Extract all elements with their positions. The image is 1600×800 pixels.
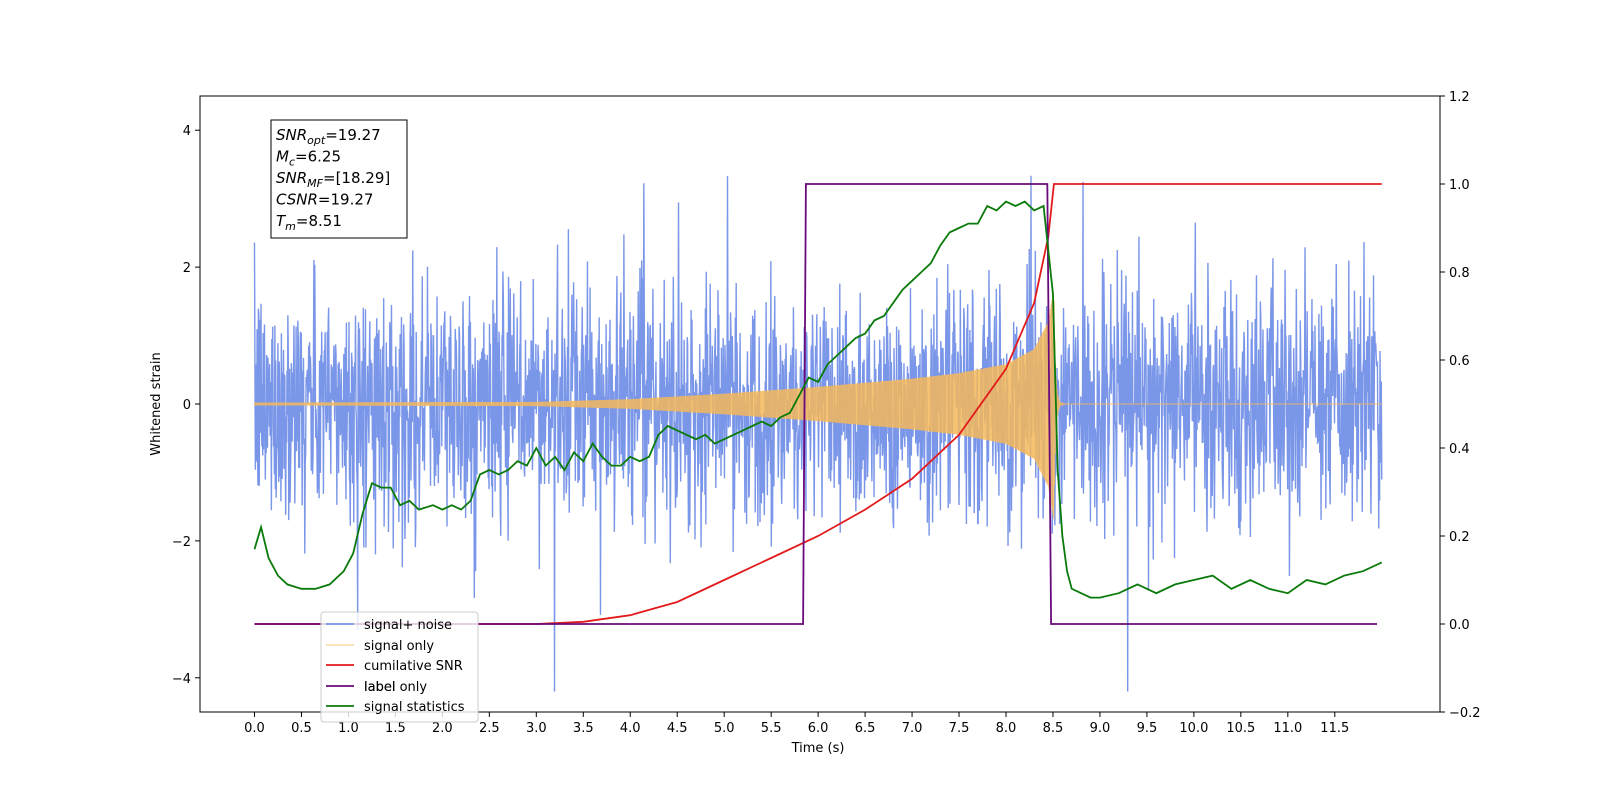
x-tick-label: 5.5 — [761, 721, 782, 736]
x-tick-label: 9.0 — [1090, 721, 1111, 736]
legend-item-label: label — [326, 680, 395, 695]
y-tick-label: 2 — [183, 261, 191, 276]
y2-tick-label: 0.4 — [1449, 442, 1470, 457]
legend-label: cumilative SNR — [364, 659, 463, 674]
x-tick-label: 0.5 — [291, 721, 312, 736]
y-tick-label: 0 — [183, 398, 191, 413]
annotation-frame — [270, 119, 408, 239]
y2-tick-label: 1.0 — [1449, 178, 1470, 193]
legend-label: signal statistics — [364, 700, 465, 715]
series-signal-only-line — [253, 291, 1382, 520]
x-tick-label: 4.5 — [667, 721, 688, 736]
x-tick-label: 2.5 — [479, 721, 500, 736]
y-tick-label: 4 — [183, 124, 191, 139]
legend-item-signal-statistics: signal statistics — [326, 700, 465, 715]
x-tick-label: 6.5 — [855, 721, 876, 736]
y2-tick-label: 0.2 — [1449, 530, 1470, 545]
x-tick-label: 3.5 — [573, 721, 594, 736]
x-tick-label: 7.5 — [949, 721, 970, 736]
annotation-line: SNRMF=[18.29] — [276, 169, 390, 190]
x-tick-label: 9.5 — [1137, 721, 1158, 736]
y-tick-label: −2 — [172, 535, 191, 550]
x-tick-label: 11.0 — [1273, 721, 1302, 736]
legend-item-cumilative-snr: cumilative SNR — [326, 659, 463, 674]
y2-tick-label: 0.0 — [1449, 618, 1470, 633]
annotation-line: Tm=8.51 — [276, 212, 342, 233]
axis-ticks: 0.0 0.5 1.0 1.5 2.0 2.5 3.0 3.5 4.0 4.5 5.0 5.5 6.0 6… — [172, 90, 1481, 736]
legend: signal+ noise signal only cumilative SNR la… — [320, 611, 479, 723]
legend-item-signal-noise: signal+ noise — [326, 618, 452, 633]
x-tick-label: 5.0 — [714, 721, 735, 736]
legend-label: signal only — [364, 639, 434, 654]
plot-area — [253, 175, 1383, 692]
series-label-line — [254, 183, 1378, 625]
annotation-line: SNRopt=19.27 — [276, 126, 381, 147]
x-tick-label: 10.0 — [1179, 721, 1208, 736]
series-signal-statistics-line — [253, 200, 1383, 599]
legend-label: signal+ noise — [364, 618, 452, 633]
x-tick-label: 3.0 — [526, 721, 547, 736]
x-tick-label: 8.5 — [1043, 721, 1064, 736]
annotation-line: Mc=6.25 — [276, 148, 341, 169]
x-tick-label: 0.0 — [244, 721, 265, 736]
y-tick-label: −4 — [172, 672, 191, 687]
x-tick-label: 11.5 — [1320, 721, 1349, 736]
x-tick-label: 8.0 — [996, 721, 1017, 736]
y2-tick-label: 0.8 — [1449, 266, 1470, 281]
x-axis-label: Time (s) — [791, 741, 845, 756]
x-tick-label: 7.0 — [902, 721, 923, 736]
y2-tick-label: 1.2 — [1449, 90, 1470, 105]
legend-item-signal-only: signal only — [326, 639, 434, 654]
x-tick-label: 6.0 — [808, 721, 829, 736]
y2-tick-label: −0.2 — [1449, 706, 1481, 721]
x-tick-label: 1.0 — [338, 721, 359, 736]
x-tick-label: 1.5 — [385, 721, 406, 736]
y2-tick-label: 0.6 — [1449, 354, 1470, 369]
legend-label: label only — [364, 680, 427, 695]
legend-frame — [320, 611, 479, 723]
y-axis-label: Whitened strain — [149, 352, 164, 455]
x-tick-label: 10.5 — [1226, 721, 1255, 736]
annotation-box: SNRopt=19.27Mc=6.25SNRMF=[18.29]CSNR=19.… — [270, 119, 408, 239]
legend-item-label-only: label only — [364, 680, 427, 695]
legend-label: label — [364, 680, 395, 695]
x-tick-label: 4.0 — [620, 721, 641, 736]
annotation-line: CSNR=19.27 — [276, 191, 373, 209]
x-tick-label: 2.0 — [432, 721, 453, 736]
series-cumilative-snr-line — [254, 183, 1382, 625]
